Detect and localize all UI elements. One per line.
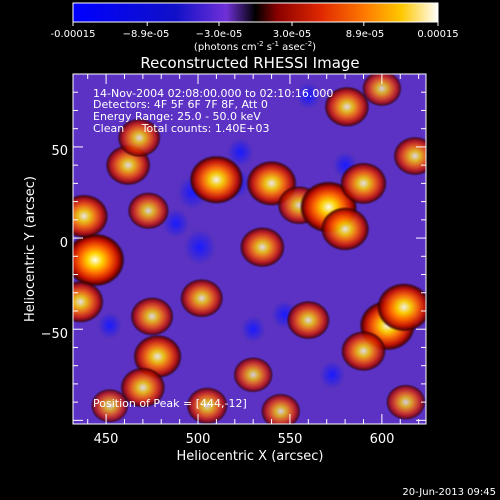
colorbar-tick-labels: -0.00015 −8.9e-05 −3.0e-05 3.0e-05 8.9e-… — [51, 29, 459, 40]
cold-region-7 — [238, 312, 268, 346]
hot-region-0 — [73, 232, 126, 287]
cb-tick-label-5: 0.00015 — [417, 29, 458, 40]
hot-region-5 — [127, 191, 170, 230]
hot-region-27 — [385, 384, 426, 421]
y-tick-label-0: −50 — [41, 327, 68, 342]
hot-region-6 — [130, 296, 174, 337]
hot-region-10 — [179, 278, 224, 318]
x-tick-label-2: 550 — [278, 432, 303, 447]
annotation-clean-counts: Clean Total counts: 1.40E+03 — [93, 122, 270, 135]
x-tick-label-0: 450 — [94, 432, 119, 447]
hot-region-12 — [186, 386, 229, 424]
cold-region-1 — [180, 225, 220, 269]
y-axis-label: Heliocentric Y (arcsec) — [23, 176, 38, 322]
cold-region-6 — [316, 357, 348, 392]
hot-region-19 — [320, 206, 370, 252]
annotation-energy-range: Energy Range: 25.0 - 50.0 keV — [93, 110, 261, 123]
hot-region-9 — [90, 388, 129, 424]
cb-tick-label-4: 8.9e-05 — [346, 29, 384, 40]
hot-region-8 — [120, 367, 166, 409]
hot-region-26 — [393, 136, 426, 176]
plot-frame — [72, 73, 427, 425]
cold-region-8 — [94, 309, 125, 342]
hot-region-21 — [339, 162, 388, 205]
hot-region-28 — [260, 393, 301, 424]
cb-tick-label-0: -0.00015 — [51, 29, 96, 40]
colorbar-ticks — [72, 22, 439, 26]
axis-ticks — [73, 73, 426, 424]
annotation-detectors: Detectors: 4F 5F 6F 7F 8F, Att 0 — [93, 98, 268, 111]
hot-region-14 — [239, 226, 286, 268]
hot-regions — [73, 74, 426, 424]
hot-region-24 — [376, 282, 426, 332]
hot-region-4 — [117, 118, 162, 158]
x-tick-label-3: 600 — [370, 432, 395, 447]
hot-region-25 — [340, 330, 387, 372]
x-tick-labels: 450 500 550 600 — [94, 432, 395, 447]
annotation-time-range: 14-Nov-2004 02:08:00.000 to 02:10:16.000 — [93, 87, 333, 100]
colorbar-unit-label: (photons cm-2 s-1 asec-2) — [194, 40, 316, 53]
colorbar-gradient — [72, 2, 439, 23]
hot-region-1 — [73, 280, 105, 324]
cold-region-10 — [293, 79, 324, 113]
hot-region-20 — [324, 86, 370, 128]
cb-tick-label-2: −3.0e-05 — [196, 29, 243, 40]
cb-tick-label-1: −8.9e-05 — [123, 29, 170, 40]
hot-region-17 — [286, 300, 331, 340]
cb-tick-label-3: 3.0e-05 — [273, 29, 311, 40]
hot-region-2 — [73, 194, 109, 239]
heatmap-image — [73, 74, 426, 424]
footer-timestamp: 20-Jun-2013 09:45 — [402, 487, 496, 498]
x-axis-label: Heliocentric X (arcsec) — [177, 449, 324, 464]
hot-region-13 — [233, 356, 274, 393]
x-tick-label-1: 500 — [186, 432, 211, 447]
y-tick-labels: −50 0 50 — [41, 144, 68, 342]
hot-region-11 — [189, 155, 244, 205]
y-tick-label-1: 0 — [60, 236, 68, 251]
y-tick-label-2: 50 — [51, 144, 68, 159]
hot-region-22 — [361, 74, 402, 107]
observation-info: 14-Nov-2004 02:08:00.000 to 02:10:16.000… — [93, 87, 333, 135]
peak-position-label: Position of Peak = [444,-12] — [93, 397, 247, 410]
chart-title: Reconstructed RHESSI Image — [140, 54, 359, 72]
